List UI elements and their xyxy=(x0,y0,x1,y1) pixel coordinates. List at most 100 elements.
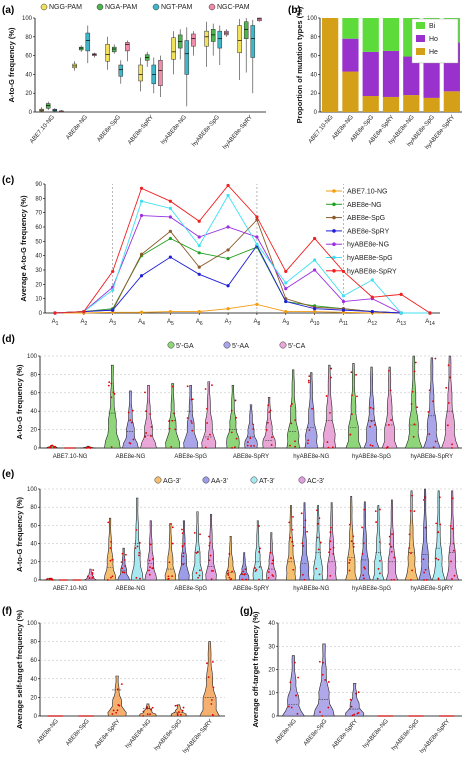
data-point xyxy=(255,215,259,219)
box xyxy=(78,46,84,51)
data-point xyxy=(412,435,415,438)
legend-marker xyxy=(167,341,175,349)
violin xyxy=(326,502,337,581)
data-point xyxy=(352,545,355,548)
x-tick-label: ABE8e-SpG xyxy=(174,454,207,460)
data-point xyxy=(111,269,115,274)
data-point xyxy=(170,446,173,448)
violin xyxy=(345,363,362,449)
y-tick-label: 100 xyxy=(27,621,38,627)
y-tick-label: 20 xyxy=(310,91,317,97)
data-point xyxy=(258,578,260,581)
box xyxy=(250,25,256,58)
data-point xyxy=(195,572,198,574)
data-point xyxy=(296,712,299,715)
x-tick-label: ABE8e-SpG xyxy=(96,114,122,143)
data-point xyxy=(258,551,260,553)
data-point xyxy=(181,544,184,547)
data-point xyxy=(138,552,141,554)
data-point xyxy=(255,302,259,306)
data-point xyxy=(369,425,371,428)
data-point xyxy=(48,446,50,449)
violin xyxy=(423,357,441,449)
data-point xyxy=(230,409,233,412)
data-point xyxy=(255,568,258,571)
data-point xyxy=(370,278,374,282)
data-point xyxy=(171,575,173,578)
data-point xyxy=(267,404,270,407)
panel-label: (a) xyxy=(2,5,14,16)
bar-segment xyxy=(342,38,359,72)
data-point xyxy=(349,698,352,701)
x-tick-label: ABE8e-NG xyxy=(116,586,146,592)
data-point xyxy=(435,557,438,560)
data-point xyxy=(330,367,333,370)
data-point xyxy=(294,419,297,422)
data-point xyxy=(290,422,293,425)
data-point xyxy=(423,579,425,581)
y-axis-label: Proportion of mutation types (%) xyxy=(295,6,304,123)
data-point xyxy=(357,711,360,714)
bar-segment xyxy=(403,56,420,96)
data-point xyxy=(120,683,123,686)
data-point xyxy=(50,577,53,580)
data-point xyxy=(437,577,440,580)
violin xyxy=(345,683,365,717)
x-tick-label: ABE8e-SpG xyxy=(174,586,207,592)
y-tick-label: 60 xyxy=(30,391,37,397)
data-point xyxy=(136,545,139,548)
series-line xyxy=(55,303,430,314)
data-point xyxy=(106,579,109,581)
legend-label: ABE8e-NG xyxy=(347,202,382,209)
violin xyxy=(431,490,446,581)
data-point xyxy=(252,423,255,426)
data-point xyxy=(447,402,450,404)
data-point xyxy=(253,444,255,447)
legend-label: AT-3' xyxy=(259,478,275,485)
data-point xyxy=(452,549,455,552)
violin xyxy=(165,383,181,449)
data-point xyxy=(142,715,145,717)
violin xyxy=(322,364,337,449)
data-point xyxy=(144,391,146,394)
data-point xyxy=(318,517,321,520)
data-point xyxy=(271,562,274,565)
box xyxy=(111,46,117,53)
data-point xyxy=(124,565,127,567)
data-point xyxy=(145,410,147,413)
data-point xyxy=(82,309,86,314)
data-point xyxy=(351,413,353,416)
box xyxy=(191,33,196,47)
x-tick-label: hyABE8e-SpRY xyxy=(411,454,454,460)
data-point xyxy=(304,519,307,522)
data-point xyxy=(113,393,116,395)
data-point xyxy=(325,395,328,397)
data-point xyxy=(447,364,450,367)
data-point xyxy=(150,435,152,437)
data-point xyxy=(341,269,346,274)
data-point xyxy=(362,574,365,577)
x-tick-label: ABE8e-NG xyxy=(274,718,298,745)
data-point xyxy=(211,384,213,387)
panel-label: (b) xyxy=(288,5,301,16)
data-point xyxy=(168,255,172,259)
data-point xyxy=(327,681,330,683)
data-point xyxy=(171,385,174,388)
data-point xyxy=(91,576,94,579)
data-point xyxy=(409,509,412,512)
y-tick-label: 80 xyxy=(35,196,42,202)
violin xyxy=(252,520,263,581)
box xyxy=(85,32,91,52)
data-point xyxy=(108,381,111,384)
data-point xyxy=(198,569,201,572)
data-point xyxy=(350,540,353,543)
data-point xyxy=(390,579,393,581)
box xyxy=(158,60,163,86)
data-point xyxy=(451,443,453,446)
violin xyxy=(418,488,432,581)
y-tick-label: 20 xyxy=(30,560,37,566)
data-point xyxy=(171,542,174,545)
y-tick-label: 100 xyxy=(27,487,38,493)
data-point xyxy=(206,662,208,665)
x-tick-label: hyABE8e-NG xyxy=(160,114,188,146)
